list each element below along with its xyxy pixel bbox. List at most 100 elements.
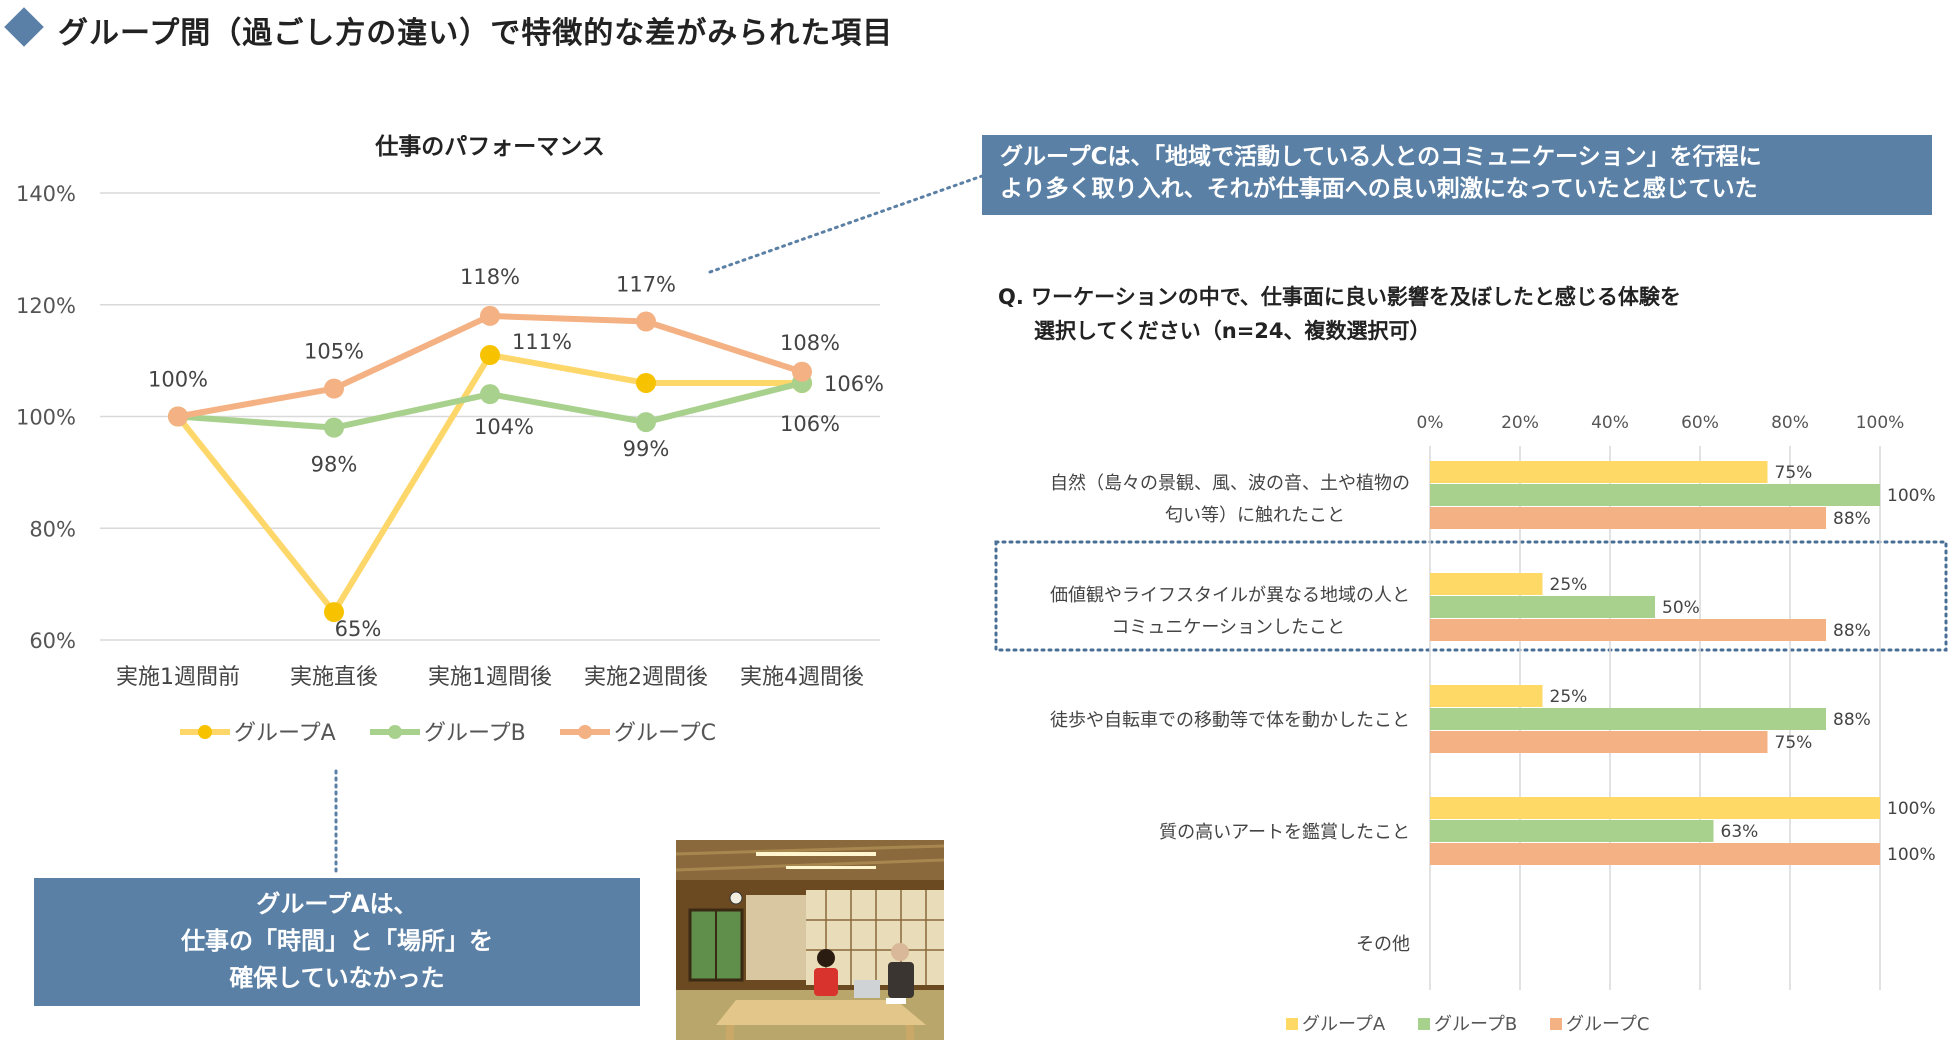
data-label: 117% <box>616 273 676 297</box>
page-title: グループ間（過ごし方の違い）で特徴的な差がみられた項目 <box>58 16 894 51</box>
data-point <box>636 311 656 332</box>
y-tick-label: 140% <box>16 182 76 206</box>
data-label: 105% <box>304 340 364 364</box>
category-label: 価値観やライフスタイルが異なる地域の人と <box>1050 585 1410 606</box>
x-tick-label: 実施2週間後 <box>584 665 708 690</box>
line-chart-title: 仕事のパフォーマンス <box>374 133 605 160</box>
data-label: 108% <box>780 331 840 355</box>
data-point <box>324 602 344 623</box>
legend-label: グループB <box>1434 1014 1517 1035</box>
callout-group-a-line3: 確保していなかった <box>229 964 445 992</box>
y-tick-label: 100% <box>16 406 76 430</box>
data-point <box>480 384 500 405</box>
category-label: その他 <box>1356 934 1410 955</box>
bar-value-label: 50% <box>1662 598 1700 618</box>
data-label: 65% <box>335 617 382 641</box>
x-tick-label: 100% <box>1856 413 1905 433</box>
bar-value-label: 75% <box>1775 733 1813 753</box>
bar-value-label: 88% <box>1833 509 1871 529</box>
performance-line-chart: 仕事のパフォーマンス 60% 80% 100% 120% 140% 実施1週間前 実施直後… <box>16 133 884 746</box>
bar-value-label: 88% <box>1833 710 1871 730</box>
x-tick-label: 実施1週間後 <box>428 665 552 690</box>
bar <box>1430 573 1543 595</box>
x-tick-label: 60% <box>1681 413 1719 433</box>
y-tick-label: 80% <box>29 517 76 541</box>
legend-label: グループB <box>424 721 526 746</box>
data-label: 111% <box>512 330 572 354</box>
bar <box>1430 507 1826 529</box>
bar <box>1430 843 1880 865</box>
bar-value-label: 75% <box>1775 463 1813 483</box>
data-point <box>636 412 656 433</box>
legend-label: グループA <box>1302 1014 1386 1035</box>
bar <box>1430 797 1880 819</box>
x-tick-label: 40% <box>1591 413 1629 433</box>
bar <box>1430 685 1543 707</box>
bar <box>1430 708 1826 730</box>
x-tick-label: 0% <box>1417 413 1444 433</box>
x-tick-label: 20% <box>1501 413 1539 433</box>
legend-marker <box>388 725 402 739</box>
survey-question: Q. ワーケーションの中で、仕事面に良い影響を及ぼしたと感じる体験を 選択してく… <box>998 280 1681 348</box>
category-label: 徒歩や自転車での移動等で体を動かしたこと <box>1050 710 1410 731</box>
y-tick-label: 60% <box>29 629 76 653</box>
callout-group-a: グループAは、 仕事の「時間」と「場所」を 確保していなかった <box>34 878 640 1006</box>
workation-room-photo <box>676 840 944 1040</box>
callout-a-connector <box>334 769 338 878</box>
bar <box>1430 820 1714 842</box>
data-label: 106% <box>780 412 840 436</box>
bar-value-label: 25% <box>1550 575 1588 595</box>
data-point <box>480 345 500 366</box>
legend-label: グループA <box>234 721 336 746</box>
y-tick-label: 120% <box>16 294 76 318</box>
category-label: コミュニケーションしたこと <box>1111 617 1345 638</box>
callout-group-a-line2: 仕事の「時間」と「場所」を <box>181 927 493 955</box>
bar-value-label: 63% <box>1721 822 1759 842</box>
x-tick-label: 実施4週間後 <box>740 665 864 690</box>
category-label: 匂い等）に触れたこと <box>1165 505 1345 526</box>
category-label: 自然（島々の景観、風、波の音、土や植物の <box>1050 473 1410 494</box>
data-point <box>480 305 500 326</box>
title-diamond-icon <box>4 7 44 47</box>
bar-value-label: 25% <box>1550 687 1588 707</box>
callout-group-c-line2: より多く取り入れ、それが仕事面への良い刺激になっていたと感じていた <box>1000 176 1758 202</box>
data-label: 106% <box>824 372 884 396</box>
x-tick-label: 実施1週間前 <box>116 665 240 690</box>
callout-group-a-line1: グループAは、 <box>256 890 418 918</box>
question-line2: 選択してください（n=24、複数選択可） <box>1034 319 1431 343</box>
data-label: 104% <box>474 415 534 439</box>
legend-label: グループC <box>1566 1014 1650 1035</box>
data-point <box>324 417 344 438</box>
bar-value-label: 100% <box>1887 799 1936 819</box>
legend-label: グループC <box>614 721 716 746</box>
callout-group-c: グループCは、「地域で活動している人とのコミュニケーション」を行程に より多く取… <box>982 135 1932 215</box>
bar <box>1430 619 1826 641</box>
data-point <box>636 372 656 393</box>
legend-marker <box>198 725 212 739</box>
x-tick-label: 実施直後 <box>290 665 378 690</box>
legend-swatch <box>1418 1018 1430 1030</box>
data-label: 99% <box>623 437 670 461</box>
bar <box>1430 461 1768 483</box>
legend-swatch <box>1286 1018 1298 1030</box>
bar <box>1430 596 1655 618</box>
experience-bar-chart: 0% 20% 40% 60% 80% 100% 自然（島々の景観、風、波の音、土や植物の匂… <box>994 413 1948 1035</box>
data-point <box>168 406 188 427</box>
data-label: 98% <box>311 453 358 477</box>
highlight-dotted-box <box>994 540 1948 652</box>
data-label: 118% <box>460 265 520 289</box>
data-label: 100% <box>148 368 208 392</box>
category-label: 質の高いアートを鑑賞したこと <box>1159 822 1410 843</box>
legend-marker <box>578 725 592 739</box>
bar <box>1430 484 1880 506</box>
callout-group-c-line1: グループCは、「地域で活動している人とのコミュニケーション」を行程に <box>1000 144 1762 170</box>
data-point <box>792 361 812 382</box>
bar <box>1430 731 1768 753</box>
bar-value-label: 100% <box>1887 845 1936 865</box>
data-point <box>324 378 344 399</box>
legend-swatch <box>1550 1018 1562 1030</box>
x-tick-label: 80% <box>1771 413 1809 433</box>
question-line1: Q. ワーケーションの中で、仕事面に良い影響を及ぼしたと感じる体験を <box>998 285 1681 309</box>
bar-value-label: 100% <box>1887 486 1936 506</box>
bar-value-label: 88% <box>1833 621 1871 641</box>
